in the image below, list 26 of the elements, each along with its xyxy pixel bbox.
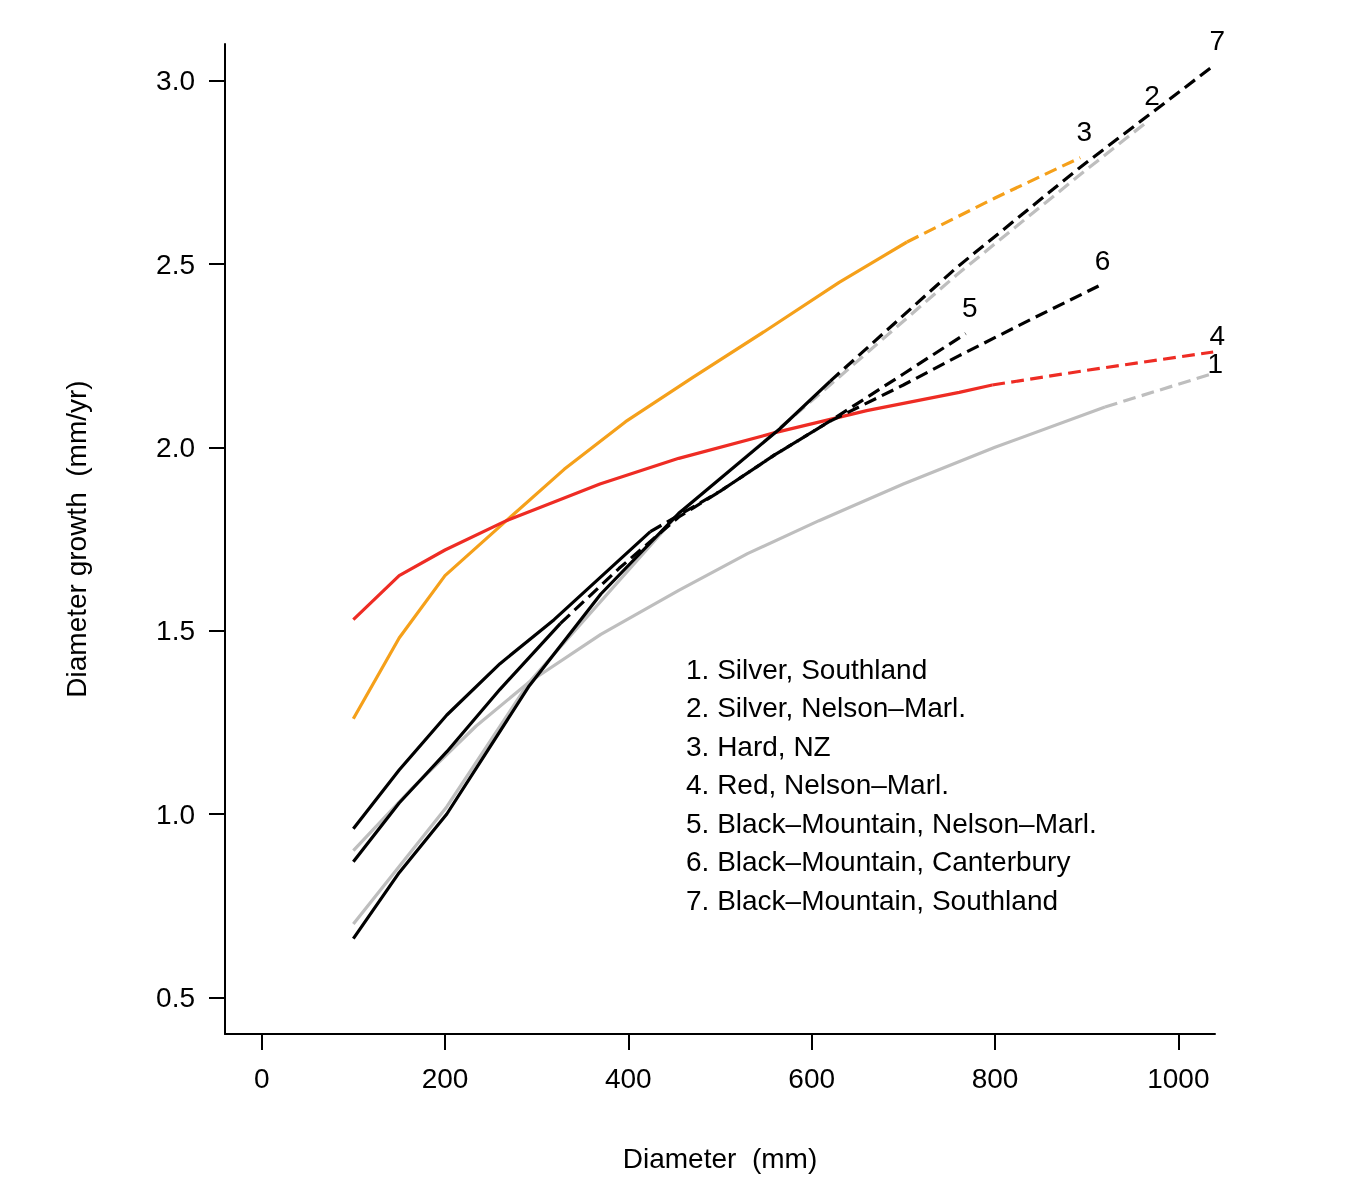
x-tick-label: 800 bbox=[971, 1062, 1019, 1094]
annotation: 1. Silver, Southland bbox=[686, 653, 928, 685]
y-tick-label: 1.5 bbox=[156, 615, 195, 647]
y-tick-label: 1.0 bbox=[156, 798, 195, 830]
series-label: 5 bbox=[961, 292, 978, 324]
annotation: 2. Silver, Nelson–Marl. bbox=[686, 692, 967, 723]
series-label: 3 bbox=[1076, 116, 1093, 148]
series-label: 6 bbox=[1094, 244, 1111, 276]
y-tick-label: 2.5 bbox=[156, 248, 195, 280]
series-label: 7 bbox=[1209, 24, 1225, 56]
y-tick-label: 2.0 bbox=[156, 431, 195, 463]
x-axis-title: Diameter (mm) bbox=[622, 1142, 818, 1174]
x-tick-label: 400 bbox=[604, 1062, 652, 1094]
annotation: 3. Hard, NZ bbox=[686, 730, 831, 762]
x-tick-label: 0 bbox=[253, 1062, 270, 1094]
x-tick-label: 600 bbox=[788, 1062, 836, 1094]
series-label: 2 bbox=[1144, 79, 1160, 111]
annotation: 6. Black–Mountain, Canterbury bbox=[686, 846, 1071, 877]
annotation: 4. Red, Nelson–Marl. bbox=[686, 769, 950, 800]
x-tick-label: 200 bbox=[421, 1062, 469, 1094]
annotation: 5. Black–Mountain, Nelson–Marl. bbox=[686, 807, 1097, 839]
x-tick-label: 1000 bbox=[1147, 1062, 1210, 1094]
y-tick-label: 3.0 bbox=[156, 65, 195, 97]
y-axis-title: Diameter growth (mm/yr) bbox=[60, 380, 92, 698]
annotation: 7. Black–Mountain, Southland bbox=[686, 884, 1059, 916]
y-tick-label: 0.5 bbox=[156, 981, 195, 1013]
